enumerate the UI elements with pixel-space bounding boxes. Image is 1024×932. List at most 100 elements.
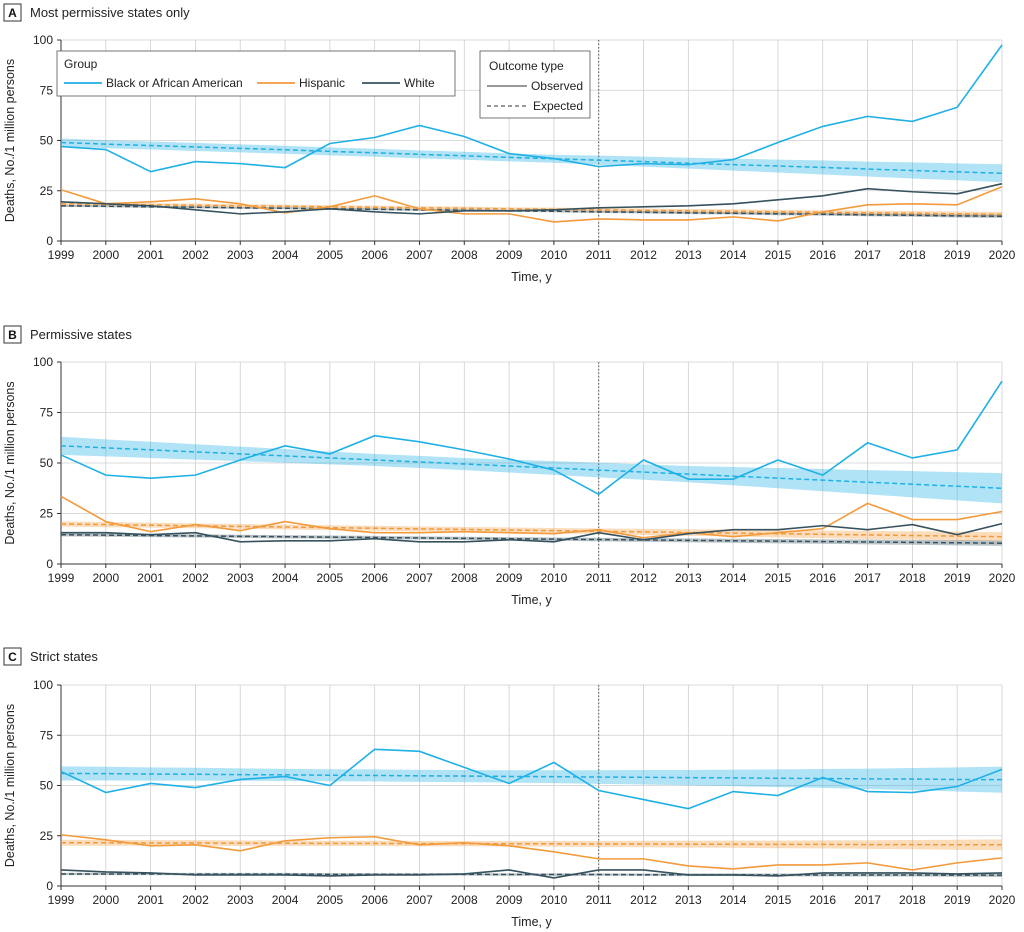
x-tick-label: 2001 [137, 893, 164, 907]
y-axis-title: Deaths, No./1 million persons [3, 381, 17, 544]
expected-line-black [60, 141, 1003, 175]
panel-letter-box [3, 325, 22, 344]
x-tick-label: 2007 [406, 893, 433, 907]
observed-line-white [61, 522, 1003, 543]
x-tick-label: 2014 [720, 248, 747, 262]
confidence-bands [61, 766, 1002, 877]
x-tick-label: 2006 [361, 248, 388, 262]
x-tick-label: 1999 [48, 248, 75, 262]
x-tick-label: 2010 [541, 248, 568, 262]
legend-group-title: Group [64, 57, 98, 71]
y-tick-label: 75 [40, 728, 54, 742]
x-tick-label: 2019 [944, 248, 971, 262]
x-tick-label: 2003 [227, 893, 254, 907]
panel-a: A Most permissive states only 1999 2000 2001… [3, 3, 1016, 284]
x-tick-label: 2005 [317, 571, 344, 585]
x-tick-label: 2018 [899, 571, 926, 585]
expected-lines [60, 445, 1003, 544]
observed-line-white [60, 182, 1003, 215]
legend: Group Black or African American Hispanic Wh… [56, 50, 591, 119]
expected-line-hispanic [61, 842, 1002, 846]
x-tick-label: 2017 [854, 893, 881, 907]
y-tick-label: 100 [33, 33, 53, 47]
gridlines [60, 684, 1003, 887]
y-tick-label: 100 [33, 355, 53, 369]
x-tick-label: 2011 [586, 571, 612, 585]
x-tick-label: 2020 [989, 571, 1016, 585]
x-tick-label: 2004 [272, 571, 299, 585]
observed-line-black [60, 748, 1003, 810]
panel-letter-box [3, 3, 22, 22]
x-tick-label: 2010 [541, 571, 568, 585]
y-tick-label: 25 [40, 829, 54, 843]
band-hispanic [61, 521, 1002, 542]
observed-lines [60, 380, 1003, 543]
x-tick-label: 2007 [406, 571, 433, 585]
legend-label-hispanic: Hispanic [299, 76, 345, 90]
observed-line-white [60, 869, 1003, 879]
x-tick-label: 2016 [809, 571, 836, 585]
x-tick-labels: 1999 2000 2001 2002 2003 2004 2005 2006 2007 2008… [48, 564, 1016, 585]
y-tick-label: 25 [40, 507, 54, 521]
legend-label-white: White [404, 76, 435, 90]
y-tick-label: 50 [40, 456, 54, 470]
band-hispanic [61, 839, 1002, 851]
x-tick-label: 2000 [92, 248, 119, 262]
legend-group-box [56, 50, 456, 97]
legend-outcome-title: Outcome type [489, 59, 564, 73]
x-tick-label: 2009 [496, 571, 523, 585]
x-tick-label: 2020 [989, 893, 1016, 907]
x-tick-label: 2003 [227, 248, 254, 262]
y-tick-labels: 0 25 50 75 100 [33, 355, 61, 571]
panel-title: Strict states [30, 649, 98, 664]
x-tick-label: 2008 [451, 248, 478, 262]
x-tick-label: 2002 [182, 248, 209, 262]
observed-line-hispanic [60, 495, 1003, 539]
y-tick-labels: 0 25 50 75 100 [33, 678, 61, 893]
x-tick-label: 2008 [451, 571, 478, 585]
panel-b: B Permissive states 1999 2000 2001 2002 2003 20… [3, 325, 1016, 607]
x-tick-label: 2002 [182, 571, 209, 585]
x-tick-label: 2019 [944, 571, 971, 585]
expected-line-white [60, 533, 1003, 544]
x-tick-label: 2001 [137, 571, 164, 585]
x-tick-label: 2012 [630, 893, 657, 907]
legend-expected-label: Expected [533, 99, 583, 113]
panel-letter: C [8, 650, 17, 664]
x-tick-label: 2008 [451, 893, 478, 907]
y-tick-label: 0 [46, 557, 53, 571]
x-tick-label: 2015 [765, 571, 792, 585]
x-tick-label: 2005 [317, 248, 344, 262]
x-tick-label: 2015 [765, 893, 792, 907]
expected-line-white [60, 205, 1003, 218]
panel-letter: A [8, 6, 17, 20]
expected-lines [60, 141, 1003, 218]
x-tick-label: 2014 [720, 571, 747, 585]
y-tick-labels: 0 25 50 75 100 [33, 33, 61, 248]
panel-letter-box [3, 647, 22, 666]
y-tick-label: 0 [46, 879, 53, 893]
x-tick-label: 2010 [541, 893, 568, 907]
band-black [61, 138, 1002, 183]
x-tick-label: 2017 [854, 571, 881, 585]
x-tick-label: 2017 [854, 248, 881, 262]
band-black [61, 766, 1002, 793]
x-tick-label: 2009 [496, 248, 523, 262]
x-tick-label: 2002 [182, 893, 209, 907]
x-tick-label: 2001 [137, 248, 164, 262]
x-tick-label: 1999 [48, 893, 75, 907]
y-tick-label: 50 [40, 134, 54, 148]
panel-title: Most permissive states only [30, 5, 190, 20]
x-tick-label: 2016 [809, 248, 836, 262]
y-tick-label: 25 [40, 184, 54, 198]
x-tick-label: 2013 [675, 571, 702, 585]
expected-line-black [60, 772, 1003, 781]
panel-title: Permissive states [30, 327, 132, 342]
x-tick-label: 2004 [272, 893, 299, 907]
x-tick-labels: 1999 2000 2001 2002 2003 2004 2005 2006 2007 2008… [48, 241, 1016, 262]
x-tick-label: 2000 [92, 893, 119, 907]
x-tick-label: 2020 [989, 248, 1016, 262]
expected-line-white [61, 873, 1002, 876]
x-tick-label: 2006 [361, 571, 388, 585]
